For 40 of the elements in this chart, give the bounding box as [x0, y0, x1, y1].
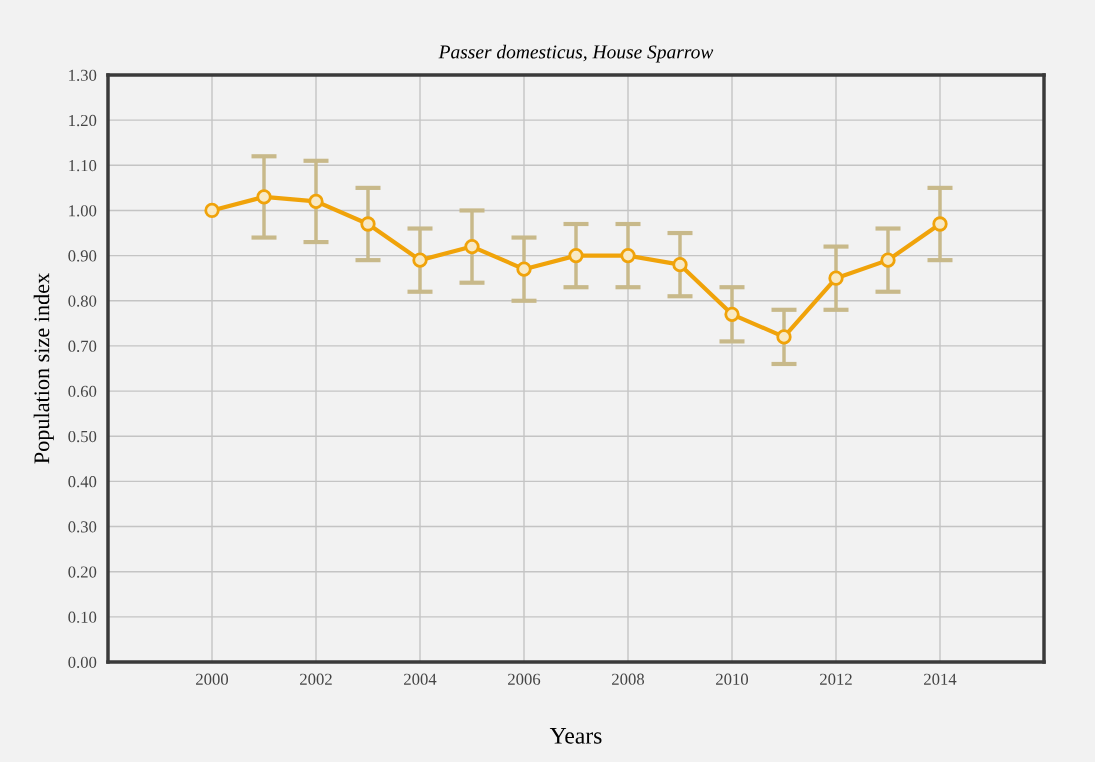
y-tick-label: 0.60 [68, 385, 97, 398]
y-tick-label: 0.70 [68, 340, 97, 352]
point [204, 202, 220, 219]
y-tick-label: 1.20 [69, 114, 97, 127]
x-axis-title: Years [549, 728, 602, 744]
y-tick-label: 0.90 [68, 250, 97, 262]
y-axis-title: Population size index [33, 273, 54, 464]
x-tick-label: 2002 [300, 673, 332, 685]
y-tick-label: 0.50 [68, 430, 97, 443]
point [776, 329, 792, 345]
y-tick-label: 0.00 [68, 656, 97, 669]
y-tick-label: 0.20 [68, 566, 97, 578]
x-tick-label: 2014 [924, 673, 957, 685]
point [412, 252, 428, 268]
point [724, 306, 740, 322]
x-tick-label: 2008 [612, 673, 645, 685]
y-tick-label: 0.40 [68, 476, 97, 488]
point [880, 252, 896, 268]
point [516, 261, 532, 277]
point [568, 247, 584, 264]
point [620, 247, 636, 264]
point [256, 189, 272, 205]
point [828, 270, 844, 286]
chart-title: Passer domesticus, House Sparrow [438, 44, 714, 63]
y-tick-label: 0.80 [68, 295, 97, 307]
y-tick-label: 0.30 [68, 521, 97, 533]
x-tick-label: 2012 [820, 673, 852, 685]
y-tick-label: 1.10 [69, 160, 97, 172]
x-tick-label: 2004 [404, 673, 437, 685]
x-tick-label: 2006 [508, 673, 541, 685]
y-tick-label: 1.30 [69, 69, 97, 82]
x-tick-label: 2010 [716, 673, 749, 685]
x-tick-label: 2000 [196, 673, 229, 685]
point [464, 238, 480, 255]
point [308, 193, 324, 210]
y-tick-label: 1.00 [69, 205, 97, 217]
point [360, 216, 376, 232]
y-tick-label: 0.10 [68, 611, 97, 623]
point [672, 257, 688, 273]
point [932, 216, 948, 232]
